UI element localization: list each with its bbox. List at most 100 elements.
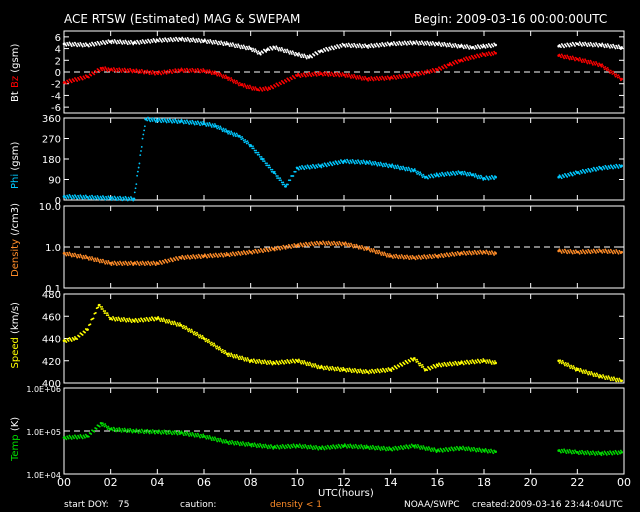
data-point-speed [483, 359, 486, 362]
data-point-bz [90, 74, 93, 77]
data-point-bt [250, 48, 253, 51]
data-point-bt [132, 43, 135, 46]
data-point-bt [222, 44, 225, 47]
data-point-phi [154, 121, 157, 123]
data-point-density [566, 252, 569, 255]
data-point-phi [336, 163, 339, 166]
data-point-temp [427, 449, 429, 451]
data-point-phi [385, 163, 388, 166]
data-point-density [73, 255, 76, 258]
data-point-bt [278, 46, 281, 49]
data-point-density [211, 256, 214, 259]
data-point-speed [617, 380, 620, 383]
y-axis-label-speed: Speed (km/s) [10, 302, 21, 369]
data-point-phi [276, 175, 279, 177]
data-point-speed [231, 353, 233, 356]
data-point-bz [589, 59, 592, 62]
data-point-temp [573, 452, 576, 455]
data-point-temp [477, 450, 480, 453]
data-point-speed [133, 320, 136, 323]
data-point-bt [327, 49, 330, 52]
data-point-speed [580, 369, 583, 372]
data-point-phi [262, 160, 265, 163]
data-point-speed [70, 340, 73, 342]
data-point-temp [189, 433, 192, 436]
data-point-temp [619, 452, 622, 455]
data-point-density [490, 253, 492, 255]
data-point-bt [303, 53, 306, 56]
data-point-temp [308, 447, 311, 450]
data-point-bz [241, 84, 244, 87]
data-point-temp [131, 431, 134, 434]
data-point-temp [577, 453, 580, 456]
data-point-bt [109, 40, 112, 43]
data-point-phi [459, 171, 462, 174]
data-point-temp [425, 446, 428, 449]
data-point-bt [255, 49, 258, 52]
data-point-bz [606, 66, 609, 69]
data-point-speed [421, 363, 424, 366]
data-point-speed [567, 362, 569, 365]
data-point-bz [604, 65, 607, 68]
data-point-phi [224, 128, 227, 131]
data-point-speed [486, 359, 489, 362]
data-point-bz [230, 77, 233, 79]
data-point-bt [224, 42, 226, 45]
data-point-temp [192, 433, 195, 436]
data-point-density [89, 257, 92, 260]
data-point-bt [206, 39, 209, 42]
data-point-bz [210, 73, 213, 76]
data-point-phi [217, 125, 219, 127]
data-point-density [272, 247, 276, 251]
data-point-speed [479, 362, 482, 364]
data-point-speed [560, 360, 562, 363]
data-point-bz [445, 66, 448, 69]
data-point-bz [165, 72, 168, 75]
data-point-phi [409, 170, 412, 173]
data-point-bt [482, 43, 485, 46]
y-tick-label-phi: 360 [42, 114, 61, 125]
data-point-temp [424, 449, 427, 451]
data-point-temp [196, 432, 199, 435]
data-point-bz [217, 72, 219, 74]
data-point-phi [387, 166, 390, 169]
data-point-temp [219, 437, 222, 440]
data-point-speed [224, 349, 226, 352]
data-point-speed [217, 346, 219, 349]
data-point-bz [117, 70, 120, 73]
data-point-density [79, 253, 82, 256]
data-point-bz [563, 54, 566, 57]
data-point-phi [405, 166, 408, 169]
data-point-density [382, 254, 385, 257]
data-point-phi [157, 120, 160, 123]
data-point-phi [292, 175, 295, 177]
data-point-speed [590, 370, 593, 373]
data-point-temp [179, 431, 182, 435]
data-point-temp [102, 423, 105, 426]
data-point-phi [399, 168, 401, 171]
data-point-density [318, 244, 321, 246]
data-point-speed [317, 364, 320, 367]
y-axis-label-part: Speed [10, 337, 21, 368]
data-point-phi [210, 126, 213, 128]
data-point-bz [173, 71, 176, 74]
data-point-bt [115, 42, 118, 45]
data-point-phi [209, 123, 212, 126]
data-point-speed [453, 363, 456, 366]
data-point-speed [223, 352, 226, 355]
data-point-density [383, 251, 386, 254]
data-point-temp [455, 448, 457, 451]
data-point-phi [168, 121, 170, 123]
data-point-speed [298, 359, 301, 362]
data-point-temp [413, 446, 416, 449]
data-point-temp [434, 448, 436, 451]
data-point-speed [185, 327, 188, 330]
data-point-phi [445, 174, 448, 177]
data-point-speed [571, 367, 574, 370]
data-point-speed [116, 319, 119, 322]
data-point-speed [243, 359, 246, 362]
data-point-bt [494, 43, 497, 47]
data-point-temp [241, 444, 244, 446]
data-point-phi [258, 153, 261, 156]
data-point-speed [429, 368, 432, 371]
